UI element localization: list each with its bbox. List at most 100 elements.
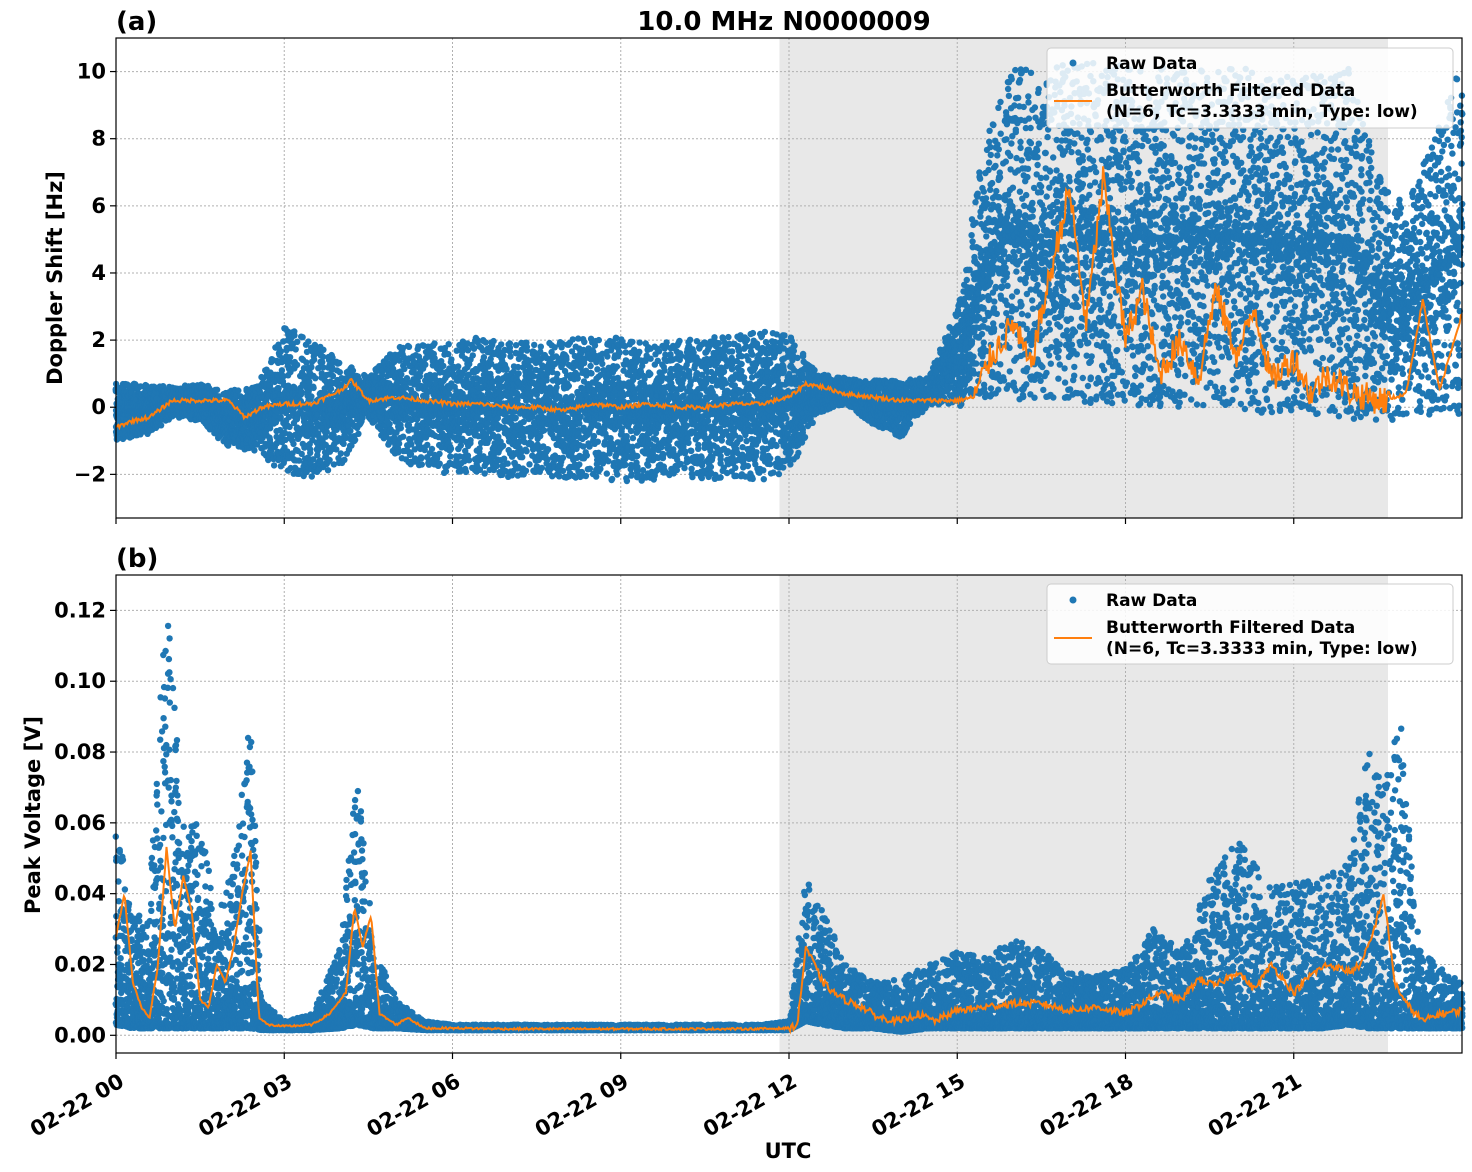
raw-point — [500, 352, 507, 359]
raw-point — [337, 450, 345, 457]
figure-title: 10.0 MHz N0000009 — [637, 7, 930, 37]
raw-point — [569, 336, 576, 343]
raw-point — [386, 420, 393, 428]
raw-point — [298, 388, 305, 396]
raw-point — [418, 461, 425, 468]
raw-point — [312, 375, 319, 382]
raw-point — [537, 343, 544, 350]
raw-point — [499, 442, 507, 449]
raw-point — [400, 433, 407, 440]
raw-point — [251, 447, 258, 454]
raw-point — [504, 460, 511, 467]
raw-point — [442, 468, 450, 475]
raw-point — [513, 390, 521, 398]
raw-point — [401, 365, 408, 373]
raw-point — [559, 467, 567, 475]
raw-point — [395, 440, 403, 447]
raw-point — [398, 371, 405, 378]
raw-point — [310, 356, 318, 363]
raw-point — [544, 446, 552, 453]
raw-point — [436, 460, 443, 467]
raw-point — [527, 364, 534, 371]
raw-point — [397, 424, 404, 432]
raw-point — [455, 363, 462, 370]
raw-point — [290, 440, 297, 448]
raw-point — [310, 384, 317, 392]
raw-point — [586, 465, 594, 472]
raw-point — [590, 432, 598, 440]
raw-point — [320, 346, 327, 353]
raw-point — [574, 375, 581, 382]
raw-point — [277, 348, 285, 355]
raw-point — [523, 448, 530, 455]
raw-point — [583, 452, 590, 459]
raw-point — [482, 339, 489, 346]
raw-point — [235, 387, 242, 394]
raw-point — [465, 457, 473, 464]
raw-point — [467, 437, 474, 444]
raw-point — [480, 354, 488, 361]
raw-point — [418, 455, 425, 462]
raw-point — [445, 341, 452, 348]
raw-point — [519, 454, 526, 461]
raw-point — [554, 370, 561, 378]
raw-point — [159, 383, 167, 390]
raw-point — [405, 343, 413, 350]
raw-point — [305, 338, 312, 345]
raw-point — [476, 445, 483, 452]
raw-point — [594, 438, 601, 445]
raw-point — [540, 427, 548, 434]
raw-point — [523, 347, 531, 354]
raw-point — [422, 361, 429, 368]
raw-point — [275, 385, 282, 392]
raw-point — [349, 367, 357, 374]
raw-point — [526, 461, 533, 468]
raw-point — [278, 367, 286, 374]
raw-point — [428, 445, 436, 453]
raw-point — [340, 440, 347, 447]
raw-point — [462, 468, 470, 476]
raw-point — [522, 467, 530, 474]
raw-point — [213, 386, 221, 393]
raw-point — [355, 430, 362, 437]
raw-point — [604, 353, 611, 360]
raw-point — [469, 352, 476, 359]
raw-point — [506, 344, 514, 351]
raw-point — [498, 341, 505, 348]
raw-point — [336, 369, 343, 376]
raw-point — [157, 422, 165, 429]
raw-point — [286, 354, 294, 361]
raw-point — [493, 462, 501, 470]
raw-point — [543, 377, 550, 384]
raw-point — [597, 465, 604, 473]
raw-point — [576, 461, 583, 468]
raw-point — [559, 454, 567, 461]
raw-point — [599, 360, 606, 367]
raw-point — [544, 456, 551, 463]
raw-point — [270, 462, 278, 469]
raw-point — [603, 470, 610, 477]
raw-point — [582, 472, 590, 480]
raw-point — [436, 450, 443, 457]
raw-point — [594, 366, 601, 373]
raw-point — [507, 353, 514, 360]
raw-point — [293, 416, 301, 423]
raw-point — [587, 362, 594, 370]
raw-point — [565, 382, 572, 390]
raw-point — [588, 370, 595, 377]
raw-point — [293, 361, 301, 369]
raw-point — [512, 414, 519, 421]
raw-point — [568, 393, 575, 400]
raw-point — [531, 341, 538, 349]
raw-point — [490, 337, 497, 345]
raw-point — [292, 346, 299, 353]
raw-point — [327, 385, 335, 392]
raw-point — [277, 414, 284, 421]
raw-point — [294, 338, 301, 345]
raw-point — [447, 445, 455, 452]
panel-label-a: (a) — [116, 7, 157, 37]
raw-point — [299, 334, 306, 341]
raw-point — [447, 453, 454, 460]
